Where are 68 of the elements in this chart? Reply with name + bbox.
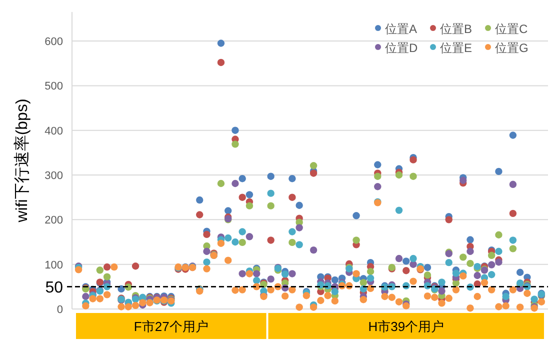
y-tick-label: 100 — [44, 259, 63, 272]
x-tick-label: F市27个用户 — [134, 319, 208, 334]
point — [238, 238, 246, 246]
point — [288, 238, 296, 246]
y-tick-label: 400 — [44, 125, 63, 138]
point — [196, 196, 204, 204]
y-tick-label: 0 — [56, 304, 63, 316]
point — [352, 212, 360, 220]
point — [217, 58, 225, 66]
point — [203, 230, 210, 238]
legend-label: 位置B — [440, 22, 472, 36]
y-tick-label: 200 — [44, 214, 63, 227]
point — [410, 172, 417, 180]
point — [488, 252, 496, 260]
point — [352, 236, 360, 244]
point — [495, 231, 502, 238]
point — [232, 126, 239, 134]
point — [310, 170, 318, 177]
point — [96, 266, 104, 274]
x-tick-label: H市39个用户 — [368, 319, 444, 334]
point — [217, 40, 225, 47]
legend-label: 位置C — [495, 22, 528, 36]
legend-label: 位置A — [385, 22, 418, 36]
point — [246, 202, 254, 210]
y-axis-title: wifi下行速率(bps) — [13, 98, 31, 224]
point — [196, 211, 204, 218]
point — [267, 172, 274, 180]
point — [238, 174, 246, 182]
point — [374, 161, 382, 168]
point — [366, 268, 374, 276]
point — [296, 202, 303, 209]
point — [217, 180, 225, 188]
point — [402, 258, 410, 265]
point — [460, 254, 467, 261]
point — [509, 245, 517, 252]
point — [466, 236, 474, 244]
point — [360, 279, 368, 286]
point — [374, 172, 382, 180]
point — [224, 207, 232, 214]
point — [288, 174, 296, 182]
point — [132, 262, 140, 270]
point — [402, 266, 410, 274]
point — [466, 260, 474, 268]
point — [445, 216, 452, 224]
legend-label: 位置G — [495, 41, 528, 55]
y-tick-label: 600 — [44, 36, 63, 48]
point — [103, 273, 111, 280]
point — [424, 264, 432, 272]
point — [495, 168, 502, 176]
point — [509, 210, 517, 218]
point — [516, 268, 524, 276]
point — [246, 191, 254, 198]
legend-label: 位置D — [385, 41, 418, 55]
ref-line-label: 50 — [45, 280, 64, 297]
point — [331, 276, 339, 284]
point — [288, 194, 296, 201]
point — [509, 132, 517, 139]
y-tick-label: 300 — [44, 170, 63, 182]
y-tick-label: 500 — [44, 80, 63, 93]
legend-label: 位置E — [440, 41, 472, 55]
point — [395, 171, 403, 179]
point — [424, 271, 432, 279]
point — [103, 263, 111, 271]
point — [238, 194, 246, 201]
point — [232, 140, 239, 148]
point — [267, 236, 274, 244]
point — [310, 162, 318, 170]
point — [267, 202, 274, 210]
